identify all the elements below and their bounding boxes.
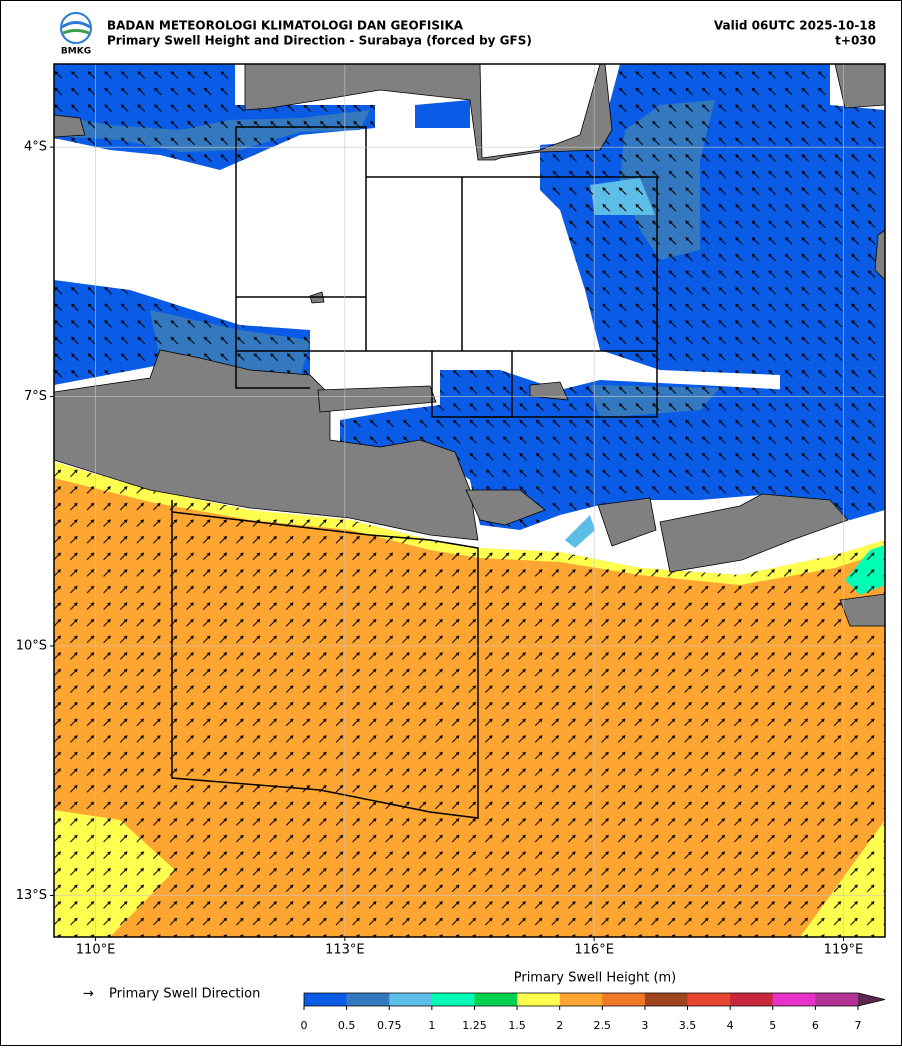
colorbar-segment	[602, 993, 646, 1006]
forecast-zones	[171, 126, 658, 819]
lon-tick-label: 110°E	[76, 943, 116, 958]
colorbar-tick-label: 4	[727, 1019, 734, 1032]
direction-arrows	[54, 64, 885, 937]
lat-tick-label: 4°S	[24, 140, 47, 155]
swell-area	[415, 100, 470, 128]
colorbar-outline	[303, 992, 886, 1007]
colorbar-segment	[304, 993, 347, 1006]
lat-tick-label: 10°S	[16, 639, 47, 654]
colorbar-tick-label: 5	[769, 1019, 776, 1032]
colorbar-tick-label: 1.5	[508, 1019, 526, 1032]
colorbar-segment	[687, 993, 731, 1006]
graticule	[54, 64, 885, 937]
lon-tick-label: 113°E	[325, 943, 365, 958]
lon-tick-label: 119°E	[824, 943, 864, 958]
arrow-legend-label: Primary Swell Direction	[109, 987, 260, 1002]
lat-tick-label: 13°S	[16, 888, 47, 903]
colorbar: 0 0.5 0.75 1 1.25 1.5 2 2.5 3 3.5 4 5 6 7	[301, 992, 886, 1032]
logo-text: BMKG	[61, 47, 91, 57]
colorbar-segment	[346, 993, 390, 1006]
logo: BMKG	[60, 12, 92, 57]
colorbar-segment	[644, 993, 688, 1006]
colorbar-tick-label: 3	[641, 1019, 648, 1032]
agency: BADAN METEOROLOGI KLIMATOLOGI DAN GEOFIS…	[107, 19, 464, 33]
colorbar-segment	[772, 993, 816, 1006]
colorbar-segment	[431, 993, 475, 1006]
arrow-symbol: →	[83, 987, 94, 1002]
colorbar-tick-label: 2.5	[594, 1019, 612, 1032]
colorbar-extension	[858, 993, 885, 1006]
lon-tick-label: 116°E	[574, 943, 614, 958]
map-ticks: 110°E 113°E 116°E 119°E 4°S 7°S 10°S 13°S	[16, 140, 864, 958]
colorbar-tick-label: 3.5	[679, 1019, 697, 1032]
colorbar-segment	[730, 993, 774, 1006]
colorbar-segment	[559, 993, 603, 1006]
valid-time: Valid 06UTC 2025-10-18	[714, 19, 876, 33]
land	[54, 64, 885, 627]
subtitle: Primary Swell Height and Direction - Sur…	[107, 34, 532, 48]
swell-area	[565, 515, 595, 548]
map-frame	[53, 63, 886, 938]
colorbar-tick-label: 0.75	[377, 1019, 402, 1032]
colorbar-segment	[474, 993, 518, 1006]
lat-tick-label: 7°S	[24, 389, 47, 404]
colorbar-segment	[517, 993, 560, 1006]
colorbar-tick-label: 1.25	[462, 1019, 487, 1032]
colorbar-tick-label: 0.5	[338, 1019, 356, 1032]
map	[54, 64, 885, 937]
colorbar-tick-label: 6	[812, 1019, 819, 1032]
colorbar-segment	[815, 993, 859, 1006]
lead-time: t+030	[835, 34, 876, 48]
colorbar-tick-label: 2	[556, 1019, 563, 1032]
colorbar-segment	[389, 993, 433, 1006]
colorbar-tick-label: 1	[428, 1019, 435, 1032]
colorbar-tick-label: 0	[301, 1019, 308, 1032]
colorbar-tick-label: 7	[855, 1019, 862, 1032]
colorbar-title: Primary Swell Height (m)	[514, 971, 677, 986]
